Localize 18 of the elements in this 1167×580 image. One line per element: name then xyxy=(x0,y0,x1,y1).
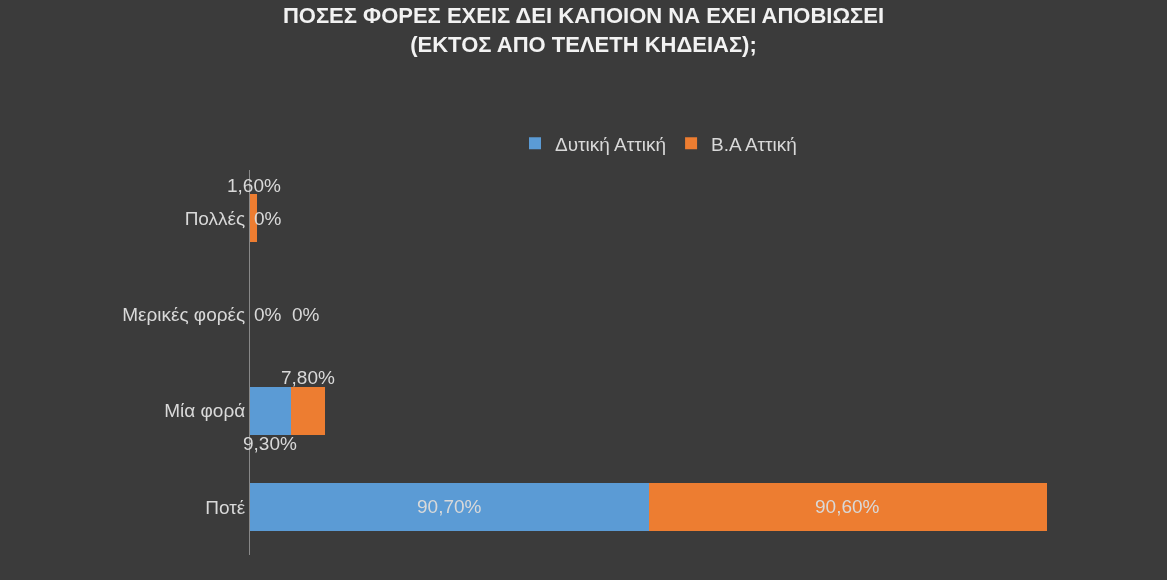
bar xyxy=(290,386,326,435)
data-label: 0% xyxy=(292,304,320,325)
data-label: 0% xyxy=(254,304,282,325)
chart-title: ΠΟΣΕΣ ΦΟΡΕΣ ΕΧΕΙΣ ΔΕΙ ΚΑΠΟΙΟΝ ΝΑ ΕΧΕΙ ΑΠΟΒΙΩΣΕΙ (ΕΚΤΟΣ ΑΠΟ ΤΕΛΕΤΗ ΚΗΔΕΙΑΣ); xyxy=(282,3,885,57)
bar xyxy=(250,386,291,435)
data-label: 7,80% xyxy=(281,367,335,388)
data-label: 9,30% xyxy=(243,433,297,454)
legend-label: Β.Α Αττική xyxy=(711,133,797,155)
bar xyxy=(648,482,1047,531)
data-label: 90,70% xyxy=(417,496,482,517)
y-tick-label: Πολλές xyxy=(184,207,246,229)
data-label: 90,60% xyxy=(815,496,880,517)
y-tick-label: Μία φορά xyxy=(164,400,246,422)
data-label: 1,60% xyxy=(227,175,281,196)
y-tick-label: Ποτέ xyxy=(205,496,246,518)
legend-label: Δυτική Αττική xyxy=(555,133,667,155)
y-tick-label: Μερικές φορές xyxy=(122,304,246,326)
bar xyxy=(250,482,649,531)
